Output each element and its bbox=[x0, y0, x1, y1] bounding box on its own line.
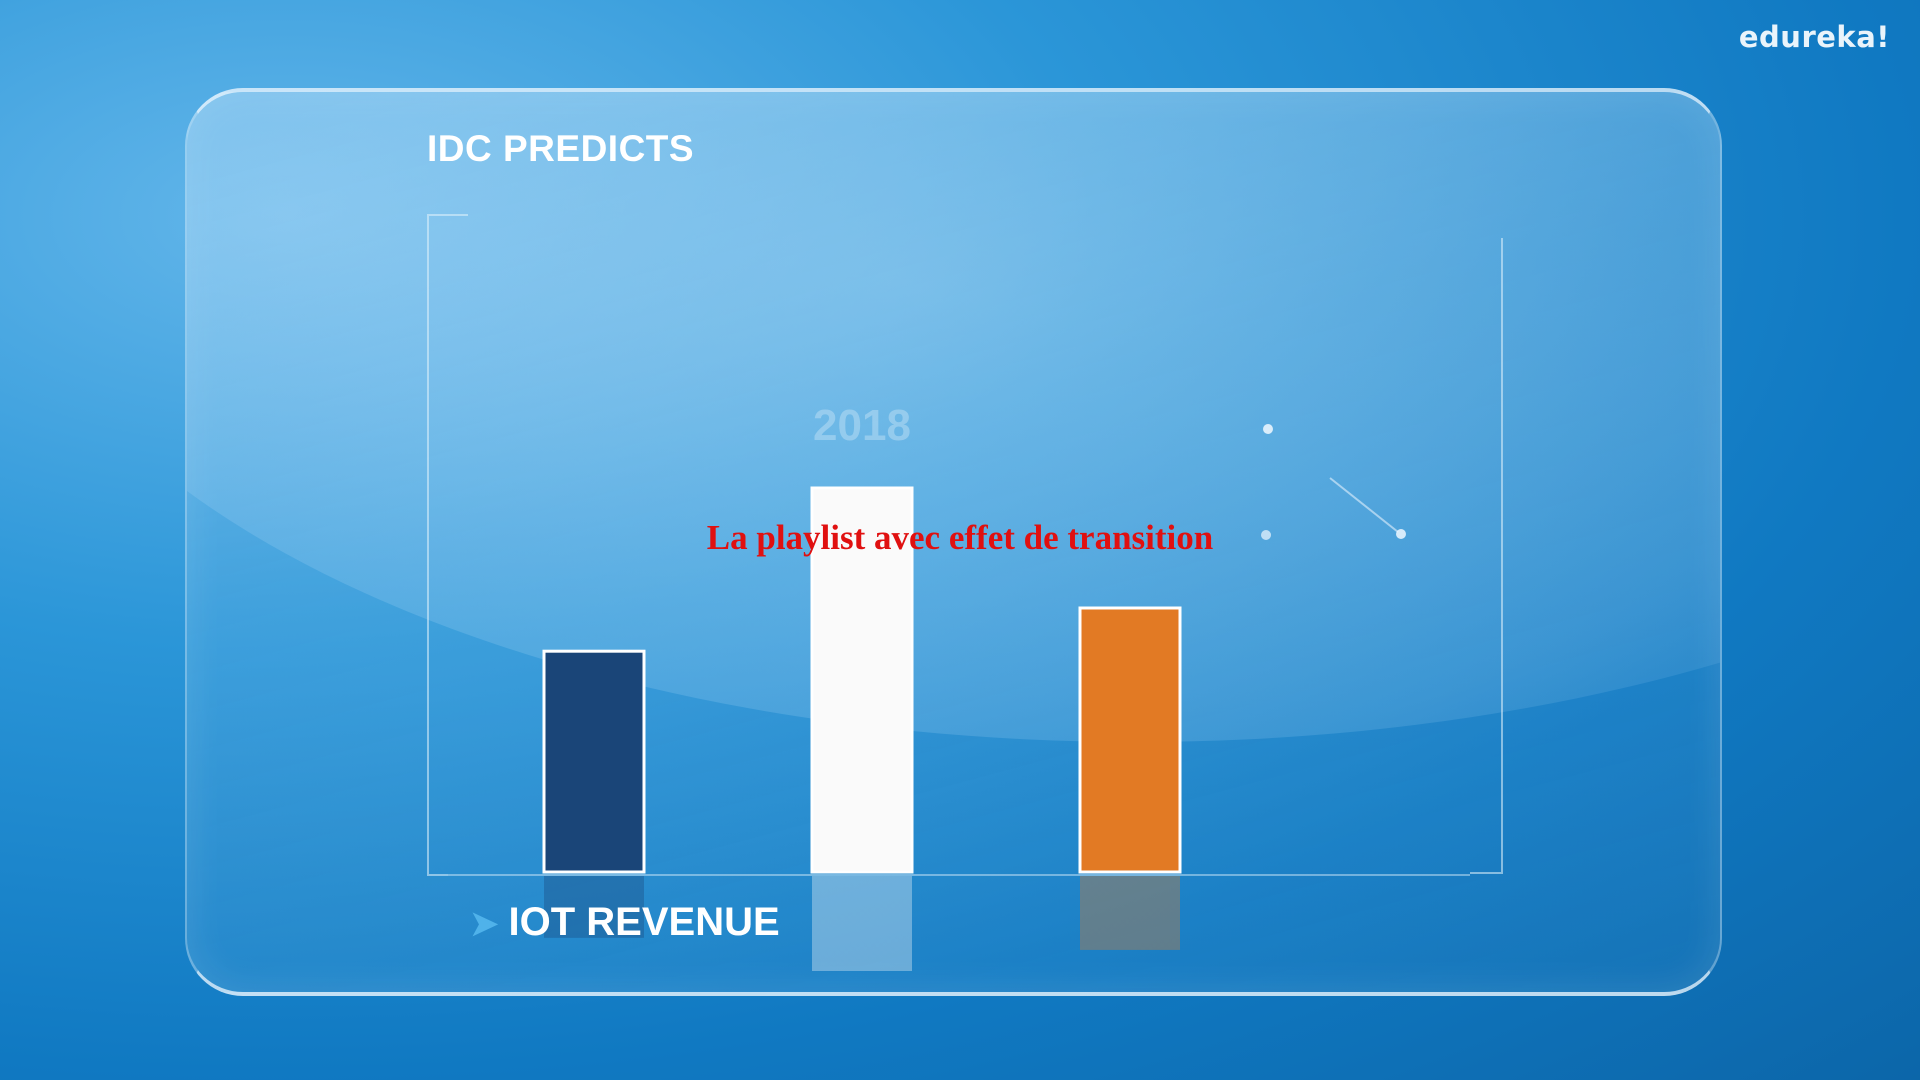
year-annotation: 2018 bbox=[813, 401, 911, 450]
x-axis-label: ➤ IOT REVENUE bbox=[470, 900, 780, 945]
overlay-caption: La playlist avec effet de transition bbox=[0, 518, 1920, 558]
x-axis-label-text: IOT REVENUE bbox=[509, 900, 780, 944]
bars-layer bbox=[544, 488, 1180, 971]
chevron-right-icon: ➤ bbox=[470, 905, 499, 943]
bar-reflection bbox=[1080, 876, 1180, 950]
bar-1 bbox=[544, 651, 644, 872]
bar-3 bbox=[1080, 608, 1180, 872]
dot bbox=[1263, 424, 1273, 434]
bar-reflection bbox=[812, 876, 912, 971]
